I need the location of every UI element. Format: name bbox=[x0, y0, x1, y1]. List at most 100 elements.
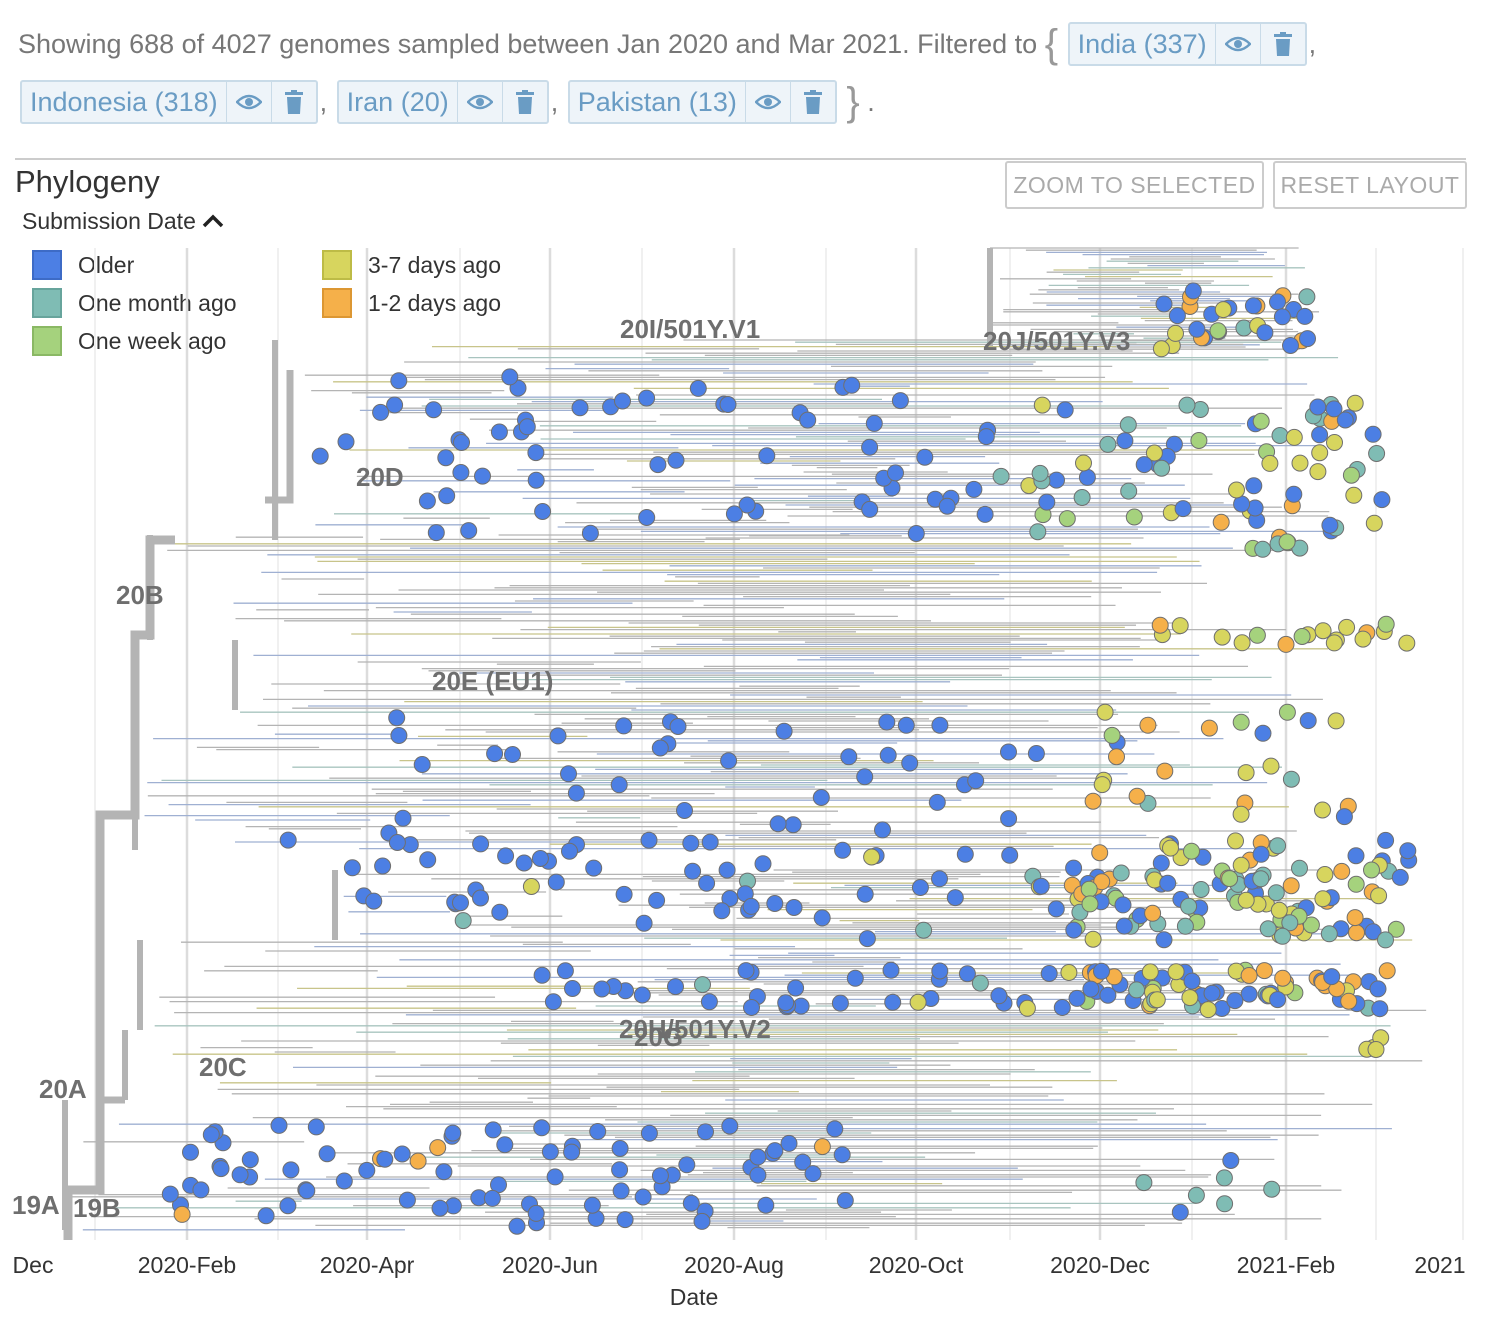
tip-node[interactable] bbox=[589, 1123, 607, 1140]
tip-node[interactable] bbox=[1167, 324, 1184, 342]
tip-node[interactable] bbox=[1282, 337, 1299, 354]
tip-node[interactable] bbox=[1114, 896, 1132, 914]
tip-node[interactable] bbox=[1115, 917, 1133, 935]
tip-node[interactable] bbox=[651, 739, 669, 757]
tip-node[interactable] bbox=[799, 411, 817, 429]
tip-node[interactable] bbox=[483, 1189, 501, 1207]
tip-node[interactable] bbox=[388, 709, 406, 727]
tip-node[interactable] bbox=[372, 403, 390, 421]
tip-node[interactable] bbox=[879, 746, 897, 764]
tip-node[interactable] bbox=[472, 889, 489, 907]
tip-node[interactable] bbox=[343, 859, 361, 877]
color-by-toggle[interactable]: Submission Date bbox=[22, 208, 224, 235]
tip-node[interactable] bbox=[977, 428, 995, 446]
tip-node[interactable] bbox=[887, 464, 904, 482]
tip-node[interactable] bbox=[556, 962, 574, 980]
tip-node[interactable] bbox=[634, 1188, 652, 1206]
tip-node[interactable] bbox=[1320, 925, 1338, 943]
tip-node[interactable] bbox=[1112, 864, 1130, 882]
tip-node[interactable] bbox=[1227, 832, 1244, 850]
tip-node[interactable] bbox=[694, 976, 711, 994]
tip-node[interactable] bbox=[1271, 427, 1289, 444]
tip-node[interactable] bbox=[1029, 523, 1047, 541]
tip-node[interactable] bbox=[453, 434, 470, 451]
tip-node[interactable] bbox=[1141, 963, 1159, 981]
tip-node[interactable] bbox=[1232, 856, 1250, 874]
tip-node[interactable] bbox=[561, 842, 578, 860]
tip-node[interactable] bbox=[1053, 999, 1071, 1016]
tip-node[interactable] bbox=[1156, 762, 1174, 780]
tip-node[interactable] bbox=[409, 1152, 427, 1170]
tip-node[interactable] bbox=[1078, 468, 1096, 486]
tip-node[interactable] bbox=[1139, 716, 1157, 734]
tip-node[interactable] bbox=[701, 833, 719, 851]
legend-item-3-7-days-ago[interactable]: 3-7 days ago bbox=[322, 250, 501, 280]
tip-node[interactable] bbox=[1363, 861, 1380, 879]
tip-node[interactable] bbox=[1314, 890, 1332, 908]
tip-node[interactable] bbox=[571, 399, 589, 417]
tip-node[interactable] bbox=[1000, 743, 1017, 761]
tip-node[interactable] bbox=[612, 1182, 630, 1200]
tip-node[interactable] bbox=[897, 716, 915, 734]
tip-node[interactable] bbox=[856, 885, 874, 903]
tip-node[interactable] bbox=[452, 464, 470, 481]
tip-node[interactable] bbox=[754, 855, 772, 873]
tip-node[interactable] bbox=[1269, 837, 1287, 855]
tip-node[interactable] bbox=[1153, 459, 1171, 477]
tip-node[interactable] bbox=[697, 1123, 714, 1141]
tip-node[interactable] bbox=[911, 879, 929, 896]
tip-node[interactable] bbox=[390, 727, 408, 744]
tip-node[interactable] bbox=[437, 449, 455, 467]
tip-node[interactable] bbox=[1183, 972, 1201, 990]
tip-node[interactable] bbox=[769, 815, 787, 833]
tip-node[interactable] bbox=[1342, 466, 1360, 484]
tip-node[interactable] bbox=[794, 1153, 812, 1171]
tip-node[interactable] bbox=[454, 912, 472, 930]
tip-node[interactable] bbox=[611, 1140, 629, 1157]
tip-node[interactable] bbox=[1296, 307, 1314, 325]
tip-node[interactable] bbox=[1181, 989, 1199, 1007]
tip-node[interactable] bbox=[358, 1161, 376, 1179]
tip-node[interactable] bbox=[534, 503, 552, 520]
tip-node[interactable] bbox=[1377, 831, 1395, 849]
tip-node[interactable] bbox=[1060, 964, 1078, 981]
tip-node[interactable] bbox=[1316, 866, 1334, 883]
tip-node[interactable] bbox=[749, 1166, 767, 1184]
eye-icon[interactable] bbox=[458, 81, 503, 122]
tip-node[interactable] bbox=[633, 986, 651, 1004]
tip-node[interactable] bbox=[161, 1185, 179, 1203]
tip-node[interactable] bbox=[1269, 293, 1286, 311]
filter-chip-label[interactable]: Iran (20) bbox=[339, 81, 458, 122]
tip-node[interactable] bbox=[504, 746, 521, 763]
tip-node[interactable] bbox=[1369, 980, 1387, 998]
tip-node[interactable] bbox=[1176, 917, 1194, 935]
tip-node[interactable] bbox=[1080, 880, 1098, 898]
tip-node[interactable] bbox=[938, 497, 956, 515]
tip-node[interactable] bbox=[1091, 844, 1109, 862]
tip-node[interactable] bbox=[990, 987, 1008, 1005]
tip-node[interactable] bbox=[1278, 533, 1296, 551]
tip-node[interactable] bbox=[1233, 634, 1251, 652]
tip-node[interactable] bbox=[884, 993, 902, 1011]
legend-item-one-month-ago[interactable]: One month ago bbox=[32, 288, 237, 318]
tip-node[interactable] bbox=[563, 1143, 581, 1161]
tip-node[interactable] bbox=[1056, 401, 1074, 419]
tip-node[interactable] bbox=[1299, 712, 1317, 730]
tip-node[interactable] bbox=[270, 1116, 288, 1134]
tip-node[interactable] bbox=[241, 1151, 259, 1169]
tip-node[interactable] bbox=[1033, 396, 1051, 414]
tip-node[interactable] bbox=[527, 471, 545, 489]
tip-node[interactable] bbox=[758, 447, 776, 465]
filter-chip-label[interactable]: Pakistan (13) bbox=[570, 81, 746, 122]
tip-node[interactable] bbox=[840, 748, 858, 766]
tip-node[interactable] bbox=[1221, 870, 1239, 888]
tip-node[interactable] bbox=[431, 1199, 449, 1217]
phylogeny-tree[interactable]: 20I/501Y.V1 20J/501Y.V3 20D 20B 20E (EU1… bbox=[0, 240, 1496, 1250]
tip-node[interactable] bbox=[766, 1142, 784, 1160]
tip-node[interactable] bbox=[1371, 1000, 1389, 1018]
tip-node[interactable] bbox=[1314, 622, 1332, 640]
tip-node[interactable] bbox=[386, 396, 404, 414]
tip-node[interactable] bbox=[497, 847, 515, 865]
tip-node[interactable] bbox=[1347, 847, 1365, 865]
tip-node[interactable] bbox=[1171, 617, 1189, 635]
